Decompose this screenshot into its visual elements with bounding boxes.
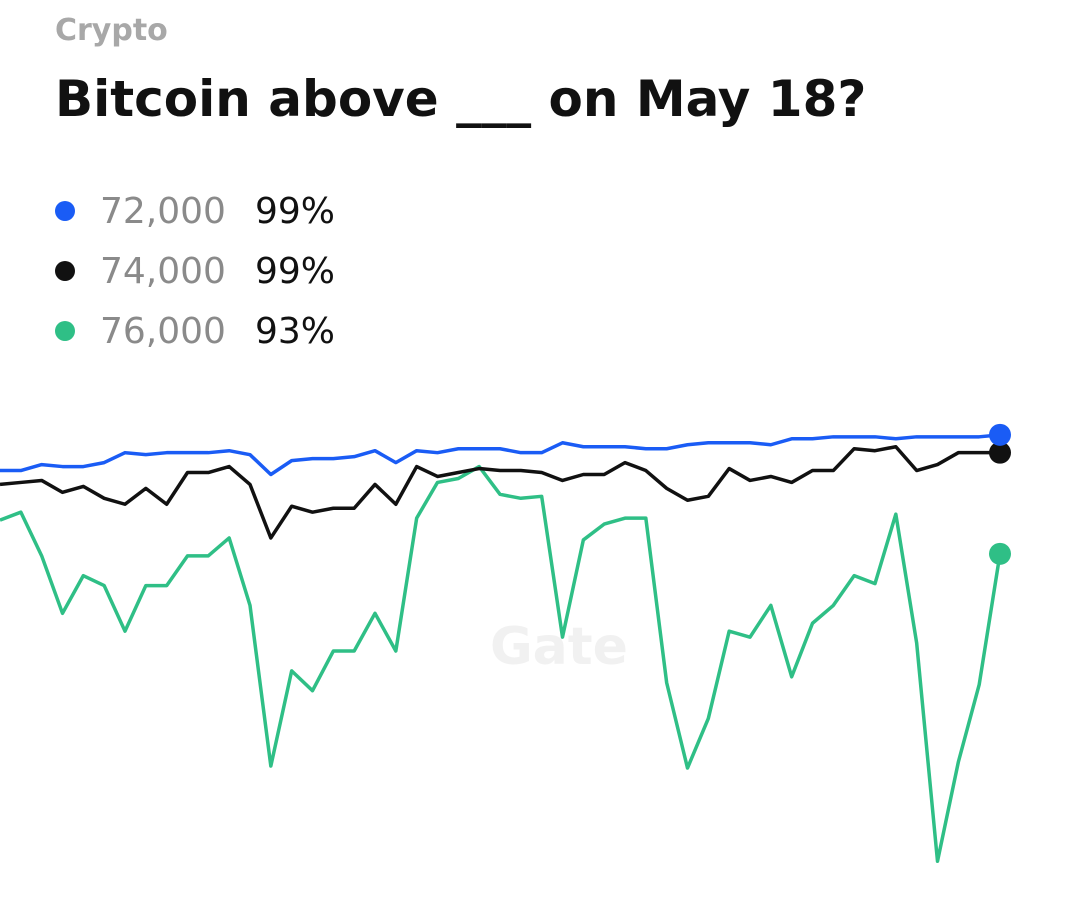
legend-name: 74,000	[100, 251, 226, 292]
end-dot	[989, 441, 1011, 464]
series-line	[0, 444, 1000, 540]
legend-label: 99%	[255, 191, 335, 232]
legend-label: 99%	[255, 251, 335, 292]
watermark: Gate	[490, 617, 628, 677]
end-dot	[989, 542, 1011, 565]
series-line	[0, 433, 1001, 477]
end-dot	[989, 423, 1011, 446]
series-line	[0, 464, 1002, 863]
legend-name: 76,000	[100, 311, 226, 352]
legend-dot	[55, 201, 75, 221]
chart-title: Bitcoin above ___ on May 18?	[55, 70, 866, 128]
category: Crypto	[55, 13, 168, 48]
legend-dot	[55, 261, 75, 281]
legend-name: 72,000	[100, 191, 226, 232]
legend-dot	[55, 321, 75, 341]
legend-label: 93%	[255, 311, 335, 352]
